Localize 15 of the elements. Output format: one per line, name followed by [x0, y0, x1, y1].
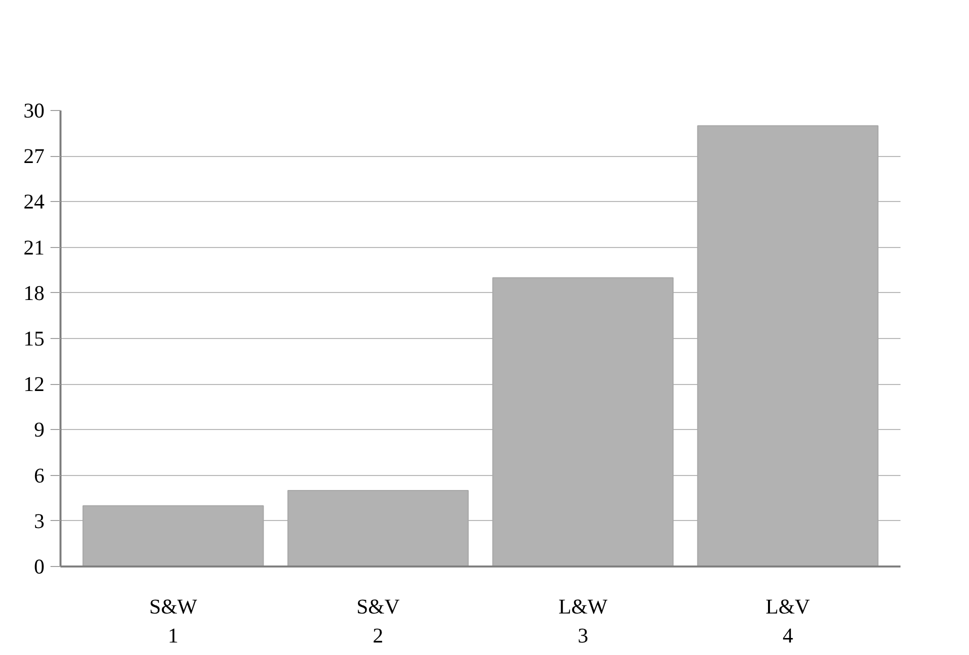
x-tick-label: S&V 2: [356, 594, 400, 648]
y-tick-label: 30: [24, 98, 44, 122]
y-tick-label: 6: [34, 463, 44, 488]
y-tick-label: 12: [24, 372, 44, 396]
y-tick-label: 15: [24, 326, 44, 350]
x-tick-label: S&W 1: [149, 594, 198, 648]
y-tick-label: 24: [24, 190, 45, 214]
y-tick-label: 0: [34, 554, 44, 578]
x-tick-label: L&W 3: [558, 594, 608, 648]
y-tick-label: 3: [34, 508, 44, 533]
x-tick-label: L&V 4: [766, 594, 810, 648]
y-tick-label: 18: [24, 280, 44, 305]
y-tick-label: 9: [34, 418, 44, 442]
y-tick-label: 21: [24, 235, 44, 260]
y-tick-label: 27: [24, 144, 44, 168]
